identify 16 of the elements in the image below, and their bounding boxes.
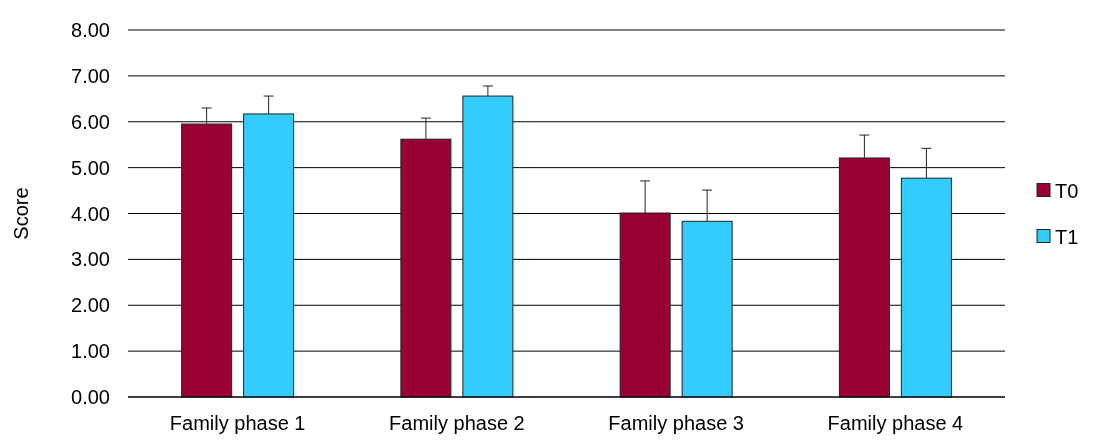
y-tick-label: 7.00: [71, 64, 110, 87]
y-tick-label: 3.00: [71, 248, 110, 271]
legend-label: T0: [1055, 179, 1079, 202]
y-tick-label: 5.00: [71, 156, 110, 179]
x-tick-label: Family phase 2: [389, 412, 525, 434]
y-tick-label: 0.00: [71, 386, 110, 408]
y-tick-label: 8.00: [71, 19, 110, 41]
y-tick-label: 1.00: [71, 340, 110, 363]
y-tick-label: 4.00: [71, 202, 110, 225]
y-tick-label: 6.00: [71, 110, 110, 133]
x-tick-label: Family phase 1: [169, 412, 306, 434]
x-tick-label: Family phase 3: [608, 412, 744, 434]
y-tick-label: 2.00: [71, 294, 110, 317]
x-tick-label: Family phase 4: [827, 412, 964, 434]
y-axis-title: Score: [10, 187, 32, 240]
legend-label: T1: [1055, 225, 1079, 248]
